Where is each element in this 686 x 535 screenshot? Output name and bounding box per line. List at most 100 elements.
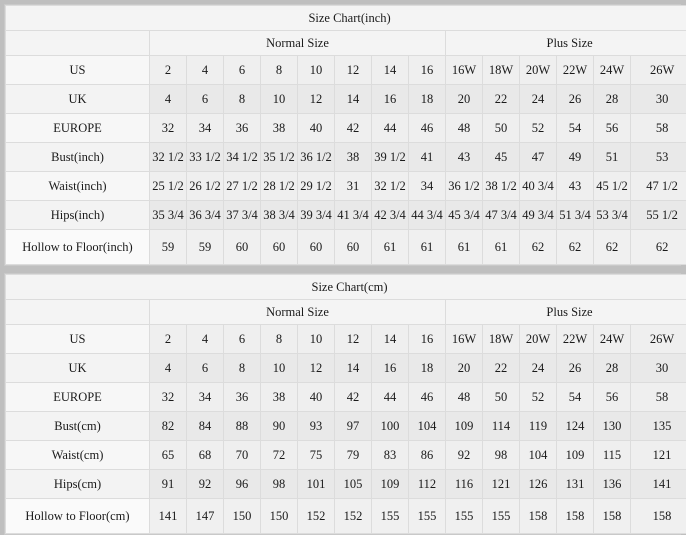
cell: 72: [261, 441, 298, 470]
cell: 10: [298, 325, 335, 354]
group-blank-cell: [6, 31, 150, 56]
cell: 104: [409, 412, 446, 441]
cell: 28: [594, 85, 631, 114]
cell: 2: [150, 56, 187, 85]
table-row-waist: Waist(cm) 65 68 70 72 75 79 83 86 92 98 …: [6, 441, 686, 470]
cell: 61: [409, 230, 446, 265]
cell: 55 1/2: [631, 201, 686, 230]
row-label-hollow-to-floor: Hollow to Floor(cm): [6, 499, 150, 534]
cell: 147: [187, 499, 224, 534]
table-row-europe: EUROPE 32 34 36 38 40 42 44 46 48 50 52 …: [6, 383, 686, 412]
cell: 32 1/2: [372, 172, 409, 201]
cell: 155: [409, 499, 446, 534]
cell: 22: [483, 85, 520, 114]
cell: 112: [409, 470, 446, 499]
cell: 24: [520, 85, 557, 114]
cell: 46: [409, 383, 446, 412]
cell: 93: [298, 412, 335, 441]
cell: 36: [224, 114, 261, 143]
cell: 158: [520, 499, 557, 534]
cell: 46: [409, 114, 446, 143]
chart-title-inch: Size Chart(inch): [6, 6, 686, 31]
cell: 141: [631, 470, 686, 499]
title-row: Size Chart(cm): [6, 275, 686, 300]
chart-title-cm: Size Chart(cm): [6, 275, 686, 300]
row-label-hips: Hips(cm): [6, 470, 150, 499]
cell: 52: [520, 114, 557, 143]
cell: 14: [335, 85, 372, 114]
cell: 109: [557, 441, 594, 470]
cell: 26W: [631, 56, 686, 85]
cell: 38 1/2: [483, 172, 520, 201]
group-header-row: Normal Size Plus Size: [6, 31, 686, 56]
cell: 4: [150, 85, 187, 114]
cell: 39 3/4: [298, 201, 335, 230]
cell: 31: [335, 172, 372, 201]
cell: 39 1/2: [372, 143, 409, 172]
cell: 158: [631, 499, 686, 534]
cell: 45 1/2: [594, 172, 631, 201]
table-row-us: US 2 4 6 8 10 12 14 16 16W 18W 20W 22W 2…: [6, 56, 686, 85]
cell: 92: [187, 470, 224, 499]
cell: 26W: [631, 325, 686, 354]
cell: 12: [335, 56, 372, 85]
cell: 35 3/4: [150, 201, 187, 230]
cell: 16: [409, 56, 446, 85]
cell: 61: [372, 230, 409, 265]
cell: 48: [446, 383, 483, 412]
cell: 109: [446, 412, 483, 441]
cell: 28 1/2: [261, 172, 298, 201]
cell: 52: [520, 383, 557, 412]
cell: 16: [409, 325, 446, 354]
cell: 50: [483, 114, 520, 143]
cell: 6: [187, 354, 224, 383]
size-table-inch: Size Chart(inch) Normal Size Plus Size U…: [5, 5, 686, 265]
table-row-bust: Bust(inch) 32 1/2 33 1/2 34 1/2 35 1/2 3…: [6, 143, 686, 172]
cell: 83: [372, 441, 409, 470]
cell: 136: [594, 470, 631, 499]
cell: 47 3/4: [483, 201, 520, 230]
cell: 98: [261, 470, 298, 499]
table-row-bust: Bust(cm) 82 84 88 90 93 97 100 104 109 1…: [6, 412, 686, 441]
cell: 6: [224, 325, 261, 354]
row-label-us: US: [6, 56, 150, 85]
cell: 121: [483, 470, 520, 499]
cell: 101: [298, 470, 335, 499]
cell: 62: [631, 230, 686, 265]
cell: 14: [372, 325, 409, 354]
cell: 42: [335, 383, 372, 412]
cell: 75: [298, 441, 335, 470]
cell: 104: [520, 441, 557, 470]
cell: 158: [557, 499, 594, 534]
cell: 62: [557, 230, 594, 265]
cell: 59: [187, 230, 224, 265]
cell: 50: [483, 383, 520, 412]
cell: 60: [261, 230, 298, 265]
cell: 62: [594, 230, 631, 265]
cell: 20: [446, 354, 483, 383]
cell: 26 1/2: [187, 172, 224, 201]
cell: 38: [261, 114, 298, 143]
cell: 22W: [557, 56, 594, 85]
cell: 47 1/2: [631, 172, 686, 201]
cell: 8: [261, 325, 298, 354]
size-chart-cm: Size Chart(cm) Normal Size Plus Size US …: [4, 273, 681, 535]
title-row: Size Chart(inch): [6, 6, 686, 31]
cell: 14: [335, 354, 372, 383]
cell: 68: [187, 441, 224, 470]
cell: 56: [594, 114, 631, 143]
cell: 40 3/4: [520, 172, 557, 201]
cell: 43: [557, 172, 594, 201]
cell: 59: [150, 230, 187, 265]
cell: 12: [298, 354, 335, 383]
cell: 41: [409, 143, 446, 172]
group-blank-cell: [6, 300, 150, 325]
cell: 44: [372, 114, 409, 143]
cell: 58: [631, 383, 686, 412]
cell: 90: [261, 412, 298, 441]
cell: 45 3/4: [446, 201, 483, 230]
cell: 155: [372, 499, 409, 534]
table-row-us: US 2 4 6 8 10 12 14 16 16W 18W 20W 22W 2…: [6, 325, 686, 354]
cell: 33 1/2: [187, 143, 224, 172]
